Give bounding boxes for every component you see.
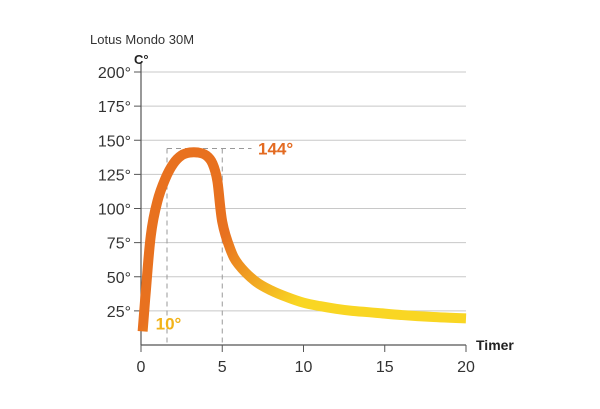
y-axis-unit: C° (134, 52, 149, 67)
y-tick-label: 75° (107, 236, 131, 253)
x-tick-label: 0 (137, 359, 146, 376)
x-tick-label: 5 (218, 359, 227, 376)
y-tick-label: 150° (98, 133, 131, 150)
grid (134, 71, 466, 312)
y-tick-label: 175° (98, 99, 131, 116)
temperature-curve (137, 147, 467, 332)
y-tick-label: 50° (107, 270, 131, 287)
axes (140, 62, 467, 352)
y-tick-label: 125° (98, 167, 131, 184)
chart-title: Lotus Mondo 30M (90, 32, 194, 47)
x-tick-label: 10 (295, 359, 313, 376)
x-axis-label: Timer (476, 337, 514, 353)
x-tick-labels: 0 5 10 15 20 (137, 359, 475, 376)
x-tick-label: 15 (376, 359, 394, 376)
peak-label: 144° (258, 139, 293, 158)
guide-lines (166, 147, 252, 345)
start-label: 10° (156, 314, 182, 333)
y-tick-label: 100° (98, 202, 131, 219)
y-tick-label: 25° (107, 304, 131, 321)
y-tick-label: 200° (98, 65, 131, 82)
annotations: 144° 10° (156, 139, 294, 333)
y-tick-labels: 25° 50° 75° 100° 125° 150° 175° 200° (98, 65, 131, 321)
x-tick-label: 20 (457, 359, 475, 376)
series-group (137, 147, 467, 332)
